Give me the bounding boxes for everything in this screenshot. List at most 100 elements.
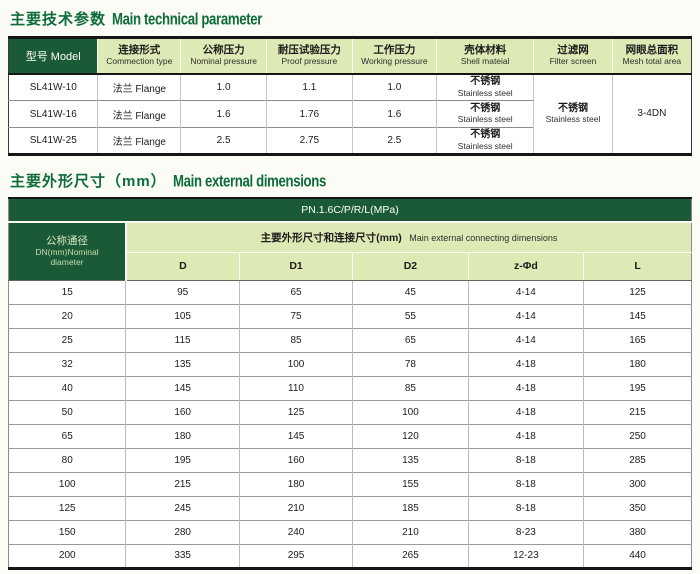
dims-dn-cell: 200	[8, 543, 126, 568]
dims-row: 150 280 240 210 8-23 380	[8, 519, 692, 544]
dims-value-cell: 65	[352, 327, 469, 352]
proof-pressure-cell: 1.76	[266, 100, 353, 128]
dims-value-cell: 55	[352, 303, 469, 328]
connection-cell: 法兰 Flange	[97, 127, 181, 155]
dims-value-cell: 100	[238, 351, 353, 376]
dims-column-header-row: D D1 D2 z-Φd L	[9, 252, 692, 281]
filter-screen-cell: 不锈钢 Stainless steel	[533, 73, 613, 155]
shell-material-cell: 不锈钢 Stainless steel	[436, 73, 534, 101]
tech-row: SL41W-10 法兰 Flange 1.0 1.1 1.0 不锈钢 Stain…	[8, 73, 692, 155]
shell-material-cell: 不锈钢 Stainless steel	[436, 127, 534, 155]
section2-title: 主要外形尺寸（mm） Main external dimensions	[10, 170, 692, 191]
dims-row: 20 105 75 55 4-14 145	[8, 303, 692, 328]
section2-title-en: Main external dimensions	[173, 172, 327, 191]
dims-value-cell: 215	[583, 399, 692, 424]
tech-header-model: 型号 Model	[8, 37, 98, 75]
section1-title-zh: 主要技术参数	[10, 11, 107, 28]
dims-value-cell: 180	[583, 351, 692, 376]
tech-header-filter-screen: 过滤网 Filter screen	[533, 37, 613, 75]
tech-header-mesh-area: 网眼总面积 Mesh total area	[611, 37, 692, 75]
dims-value-cell: 78	[352, 351, 469, 376]
dims-value-cell: 135	[125, 351, 240, 376]
dims-row: 65 180 145 120 4-18 250	[8, 423, 692, 448]
tech-row: SL41W-16 法兰 Flange 1.6 1.76 1.6 不锈钢 Stai…	[8, 100, 692, 128]
dims-value-cell: 145	[125, 375, 240, 400]
dims-dn-cell: 50	[8, 399, 126, 424]
tech-header-row: 型号 Model 连接形式 Commection type 公称压力 Nomin…	[8, 37, 692, 75]
dims-row: 100 215 180 155 8-18 300	[8, 471, 692, 496]
dims-dn-cell: 150	[8, 519, 126, 544]
dims-value-cell: 440	[583, 543, 692, 568]
connection-cell: 法兰 Flange	[97, 73, 181, 101]
dims-dn-cell: 100	[8, 471, 126, 496]
dims-col-header: z-Φd	[467, 252, 584, 281]
tech-parameters-table: 型号 Model 连接形式 Commection type 公称压力 Nomin…	[8, 36, 692, 156]
connection-cell: 法兰 Flange	[97, 100, 181, 128]
dims-row: 200 335 295 265 12-23 440	[8, 543, 692, 568]
dims-value-cell: 180	[125, 423, 240, 448]
tech-header-proof-pressure: 耐压试验压力 Proof pressure	[266, 37, 353, 75]
proof-pressure-cell: 2.75	[266, 127, 353, 155]
dims-value-cell: 195	[125, 447, 240, 472]
tech-header-connection: 连接形式 Commection type	[97, 37, 181, 75]
dims-value-cell: 75	[238, 303, 353, 328]
proof-pressure-cell: 1.1	[266, 73, 353, 101]
dims-value-cell: 210	[352, 519, 469, 544]
dims-value-cell: 8-18	[467, 495, 584, 520]
tech-header-nominal-pressure: 公称压力 Nominal pressure	[180, 37, 267, 75]
dims-value-cell: 105	[125, 303, 240, 328]
dims-col-header: D1	[238, 252, 353, 281]
section2-title-zh: 主要外形尺寸（mm）	[10, 173, 167, 190]
pn-rating-header: PN.1.6C/P/R/L(MPa)	[8, 198, 692, 223]
dims-group-header-row: 公称通径 DN(mm)Nominal diameter 主要外形尺寸和连接尺寸(…	[8, 222, 692, 281]
section1-title-en: Main technical parameter	[112, 10, 263, 29]
dims-value-cell: 250	[583, 423, 692, 448]
dims-value-cell: 280	[125, 519, 240, 544]
dims-value-cell: 335	[125, 543, 240, 568]
dims-dn-cell: 15	[8, 280, 126, 304]
dims-row: 40 145 110 85 4-18 195	[8, 375, 692, 400]
dims-col-header: D2	[352, 252, 469, 281]
dims-value-cell: 160	[125, 399, 240, 424]
working-pressure-cell: 2.5	[351, 127, 437, 155]
dims-value-cell: 4-18	[467, 423, 584, 448]
connecting-dimensions-header: 主要外形尺寸和连接尺寸(mm) Main external connecting…	[125, 222, 692, 253]
dims-value-cell: 115	[125, 327, 240, 352]
dims-value-cell: 125	[583, 280, 692, 304]
nominal-pressure-cell: 1.0	[180, 73, 267, 101]
model-cell: SL41W-10	[8, 73, 98, 101]
working-pressure-cell: 1.6	[351, 100, 437, 128]
dims-value-cell: 145	[583, 303, 692, 328]
dims-row: 15 95 65 45 4-14 125	[8, 280, 692, 304]
shell-material-cell: 不锈钢 Stainless steel	[436, 100, 534, 128]
dims-value-cell: 265	[352, 543, 469, 568]
dims-value-cell: 4-18	[467, 399, 584, 424]
dims-value-cell: 8-18	[467, 471, 584, 496]
dims-value-cell: 8-23	[467, 519, 584, 544]
dims-value-cell: 240	[238, 519, 353, 544]
dims-value-cell: 210	[238, 495, 353, 520]
dims-value-cell: 380	[583, 519, 692, 544]
dims-value-cell: 4-14	[467, 280, 584, 304]
dims-dn-cell: 65	[8, 423, 126, 448]
dims-value-cell: 125	[238, 399, 353, 424]
dims-value-cell: 295	[238, 543, 353, 568]
dims-value-cell: 165	[583, 327, 692, 352]
dims-value-cell: 110	[238, 375, 353, 400]
tech-header-working-pressure: 工作压力 Working pressure	[351, 37, 437, 75]
dims-value-cell: 45	[352, 280, 469, 304]
dims-value-cell: 135	[352, 447, 469, 472]
dims-row: 125 245 210 185 8-18 350	[8, 495, 692, 520]
dims-col-header: L	[583, 252, 692, 281]
nominal-diameter-header: 公称通径 DN(mm)Nominal diameter	[8, 222, 127, 281]
dims-row: 32 135 100 78 4-18 180	[8, 351, 692, 376]
dims-value-cell: 120	[352, 423, 469, 448]
dims-value-cell: 4-14	[467, 327, 584, 352]
dims-value-cell: 215	[125, 471, 240, 496]
model-cell: SL41W-25	[8, 127, 98, 155]
dims-value-cell: 145	[238, 423, 353, 448]
nominal-pressure-cell: 1.6	[180, 100, 267, 128]
dims-value-cell: 85	[352, 375, 469, 400]
dims-dn-cell: 40	[8, 375, 126, 400]
